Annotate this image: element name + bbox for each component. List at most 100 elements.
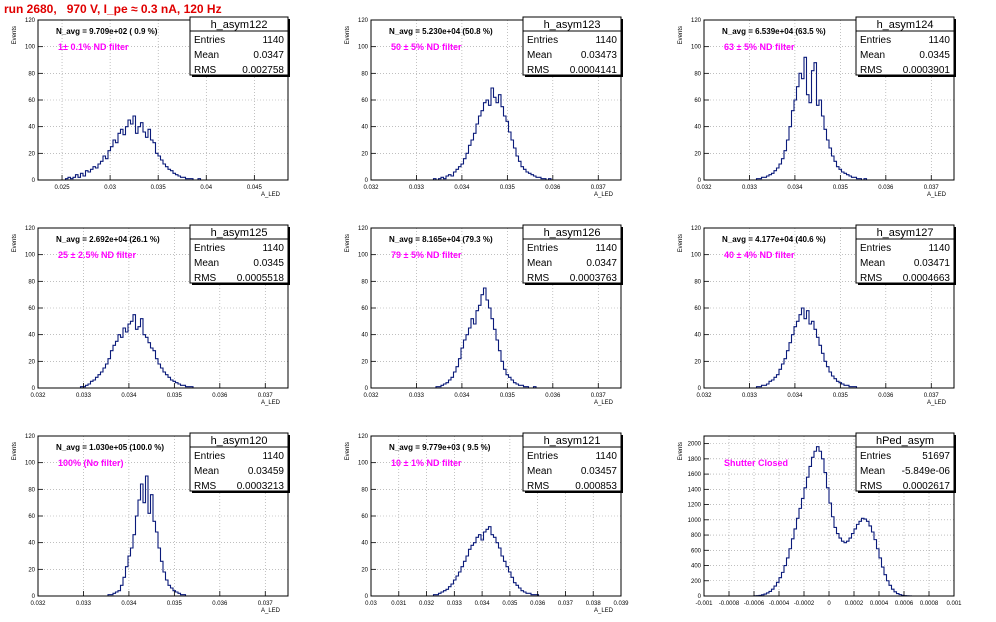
histogram-name: h_asym121 — [544, 435, 601, 447]
stats-box — [189, 432, 289, 492]
x-tick-label: 0.0006 — [895, 601, 914, 607]
stats-rms-label: RMS — [860, 273, 883, 284]
histogram-panel-hPed_asym: -0.001 -0.0008 -0.0006 -0.0004 -0.0002 0 0.000… — [678, 432, 962, 607]
filter-annotation: Shutter Closed — [724, 458, 788, 468]
stats-entries-value: 51697 — [922, 451, 950, 462]
x-tick-label: 0.034 — [454, 393, 470, 399]
stats-entries-value: 1140 — [595, 451, 617, 462]
x-tick-label: 0.032 — [419, 601, 435, 607]
y-tick-label: 20 — [361, 151, 368, 157]
stats-mean-value: 0.0347 — [253, 50, 284, 61]
y-axis-title: Events — [345, 234, 351, 252]
y-tick-label: 100 — [25, 461, 36, 467]
y-tick-label: 40 — [361, 125, 368, 131]
y-tick-label: 120 — [691, 226, 702, 232]
y-axis-title: Events — [12, 234, 18, 252]
x-tick-label: -0.0006 — [744, 601, 765, 607]
x-tick-label: 0.032 — [30, 393, 46, 399]
stats-mean-value: 0.03459 — [248, 466, 285, 477]
x-tick-label: 0.034 — [787, 185, 803, 191]
x-tick-label: 0.037 — [258, 601, 274, 607]
y-tick-label: 20 — [361, 567, 368, 573]
stats-rms-label: RMS — [527, 65, 550, 76]
x-tick-label: 0.037 — [924, 185, 940, 191]
stats-rms-label: RMS — [527, 481, 550, 492]
x-axis-title: A_LED — [261, 192, 281, 198]
y-tick-label: 20 — [694, 151, 701, 157]
x-tick-label: 0.001 — [946, 601, 962, 607]
y-tick-label: 60 — [361, 98, 368, 104]
y-tick-label: 800 — [691, 533, 702, 539]
stats-rms-value: 0.002758 — [242, 65, 284, 76]
histogram-series — [38, 314, 288, 389]
x-tick-label: 0.034 — [121, 601, 137, 607]
stats-mean-value: 0.0345 — [253, 258, 284, 269]
histogram-name: h_asym127 — [877, 227, 934, 239]
x-tick-label: 0.045 — [247, 185, 263, 191]
histogram-name: h_asym125 — [211, 227, 268, 239]
x-tick-label: 0.033 — [447, 601, 463, 607]
histogram-name: hPed_asym — [876, 435, 934, 447]
x-tick-label: 0.036 — [212, 601, 228, 607]
x-tick-label: 0.034 — [121, 393, 137, 399]
stats-box — [522, 224, 622, 284]
y-axis-title: Events — [678, 442, 684, 460]
x-tick-label: 0.037 — [924, 393, 940, 399]
stats-box — [189, 224, 289, 284]
navg-annotation: N_avg = 4.177e+04 (40.6 %) — [722, 235, 826, 244]
stats-entries-label: Entries — [860, 35, 891, 46]
x-tick-label: -0.0002 — [794, 601, 815, 607]
y-tick-label: 40 — [694, 333, 701, 339]
x-tick-label: 0.0002 — [845, 601, 864, 607]
y-tick-label: 120 — [358, 434, 369, 440]
y-tick-label: 40 — [28, 125, 35, 131]
y-tick-label: 60 — [694, 98, 701, 104]
stats-rms-value: 0.0005518 — [237, 273, 285, 284]
y-tick-label: 20 — [361, 359, 368, 365]
y-tick-label: 20 — [694, 359, 701, 365]
x-tick-label: 0.037 — [258, 393, 274, 399]
y-tick-label: 120 — [358, 226, 369, 232]
run-title: run 2680, 970 V, I_pe ≈ 0.3 nA, 120 Hz — [4, 2, 222, 16]
stats-mean-label: Mean — [527, 466, 552, 477]
x-tick-label: 0.033 — [742, 393, 758, 399]
x-tick-label: 0.033 — [76, 601, 92, 607]
stats-rms-label: RMS — [527, 273, 550, 284]
y-tick-label: 100 — [358, 253, 369, 259]
x-tick-label: 0.036 — [878, 393, 894, 399]
y-tick-label: 120 — [358, 18, 369, 24]
y-axis-title: Events — [345, 442, 351, 460]
x-tick-label: 0.03 — [104, 185, 116, 191]
stats-mean-value: 0.03473 — [581, 50, 618, 61]
stats-entries-value: 1140 — [595, 35, 617, 46]
navg-annotation: N_avg = 9.709e+02 ( 0.9 %) — [56, 27, 158, 36]
y-tick-label: 120 — [25, 434, 36, 440]
y-tick-label: 40 — [361, 541, 368, 547]
x-tick-label: 0.032 — [696, 393, 712, 399]
y-tick-label: 100 — [691, 253, 702, 259]
x-tick-label: 0.036 — [212, 393, 228, 399]
stats-entries-label: Entries — [527, 35, 558, 46]
y-axis-title: Events — [12, 442, 18, 460]
y-tick-label: 80 — [361, 487, 368, 493]
stats-entries-label: Entries — [527, 451, 558, 462]
x-tick-label: 0.03 — [365, 601, 377, 607]
stats-entries-label: Entries — [194, 243, 225, 254]
stats-entries-label: Entries — [527, 243, 558, 254]
stats-entries-value: 1140 — [262, 35, 284, 46]
x-axis-title: A_LED — [594, 608, 614, 614]
y-tick-label: 0 — [698, 594, 702, 600]
histogram-series — [38, 115, 288, 181]
y-tick-label: 200 — [691, 579, 702, 585]
stats-entries-label: Entries — [194, 451, 225, 462]
x-tick-label: 0.034 — [475, 601, 491, 607]
filter-annotation: 40 ± 4% ND filter — [724, 250, 795, 260]
stats-rms-label: RMS — [194, 273, 217, 284]
histogram-panel-h_asym127: 0.032 0.033 0.034 0.035 0.036 0.037 0 20 40 60 80 1… — [678, 224, 956, 406]
stats-entries-label: Entries — [860, 243, 891, 254]
x-tick-label: 0.037 — [591, 185, 607, 191]
x-tick-label: 0.033 — [742, 185, 758, 191]
filter-annotation: 63 ± 5% ND filter — [724, 42, 795, 52]
y-tick-label: 120 — [25, 18, 36, 24]
stats-box — [855, 16, 955, 76]
